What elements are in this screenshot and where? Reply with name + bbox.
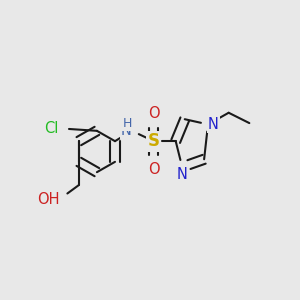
Text: Cl: Cl: [44, 121, 58, 136]
Text: N: N: [208, 117, 219, 132]
Text: S: S: [148, 132, 160, 150]
Text: O: O: [148, 106, 160, 121]
Text: N: N: [121, 123, 132, 138]
Text: O: O: [148, 162, 160, 177]
Text: OH: OH: [37, 192, 59, 207]
Text: N: N: [177, 167, 188, 182]
Text: H: H: [123, 117, 132, 130]
